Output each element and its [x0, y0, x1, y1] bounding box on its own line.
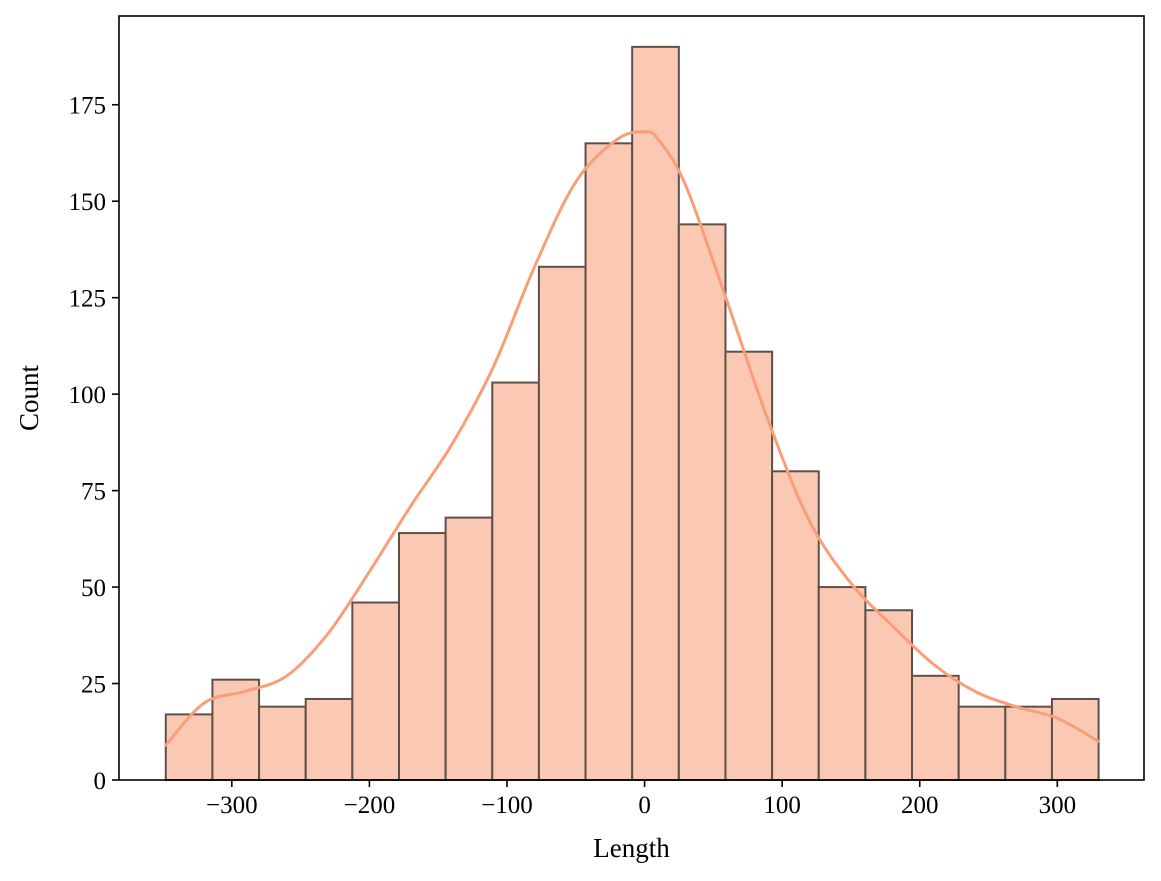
histogram-bar: [911, 674, 960, 781]
histogram-bar: [537, 265, 587, 781]
histogram-bar: [397, 532, 447, 781]
x-tick-label: −200: [344, 792, 396, 819]
histogram-bar: [631, 45, 680, 781]
x-tick-label: −100: [481, 792, 533, 819]
histogram-bar: [491, 381, 540, 781]
axes-frame: [118, 15, 1145, 781]
y-tick-label: 150: [69, 189, 107, 216]
histogram-bar: [957, 705, 1007, 782]
histogram-bar: [864, 609, 914, 781]
histogram-bar: [771, 470, 820, 781]
histogram-bar: [1050, 697, 1100, 782]
histogram-bar: [677, 223, 727, 781]
y-axis-ticks: 0 25 50 75 100 125 150 175: [69, 93, 119, 795]
y-tick-label: 175: [69, 93, 107, 120]
histogram-bar: [164, 713, 214, 782]
x-tick-label: 0: [638, 792, 651, 819]
histogram-bar: [817, 586, 867, 781]
histogram-bar: [351, 601, 400, 782]
histogram-bars: [164, 45, 1100, 782]
x-tick-label: 200: [901, 792, 939, 819]
histogram-bar: [584, 142, 634, 782]
y-tick-label: 0: [94, 768, 107, 795]
y-tick-label: 25: [81, 672, 106, 699]
y-tick-label: 125: [69, 286, 107, 313]
y-tick-label: 100: [69, 382, 107, 409]
x-tick-label: 100: [763, 792, 801, 819]
x-tick-label: −300: [206, 792, 258, 819]
y-tick-label: 50: [81, 575, 106, 602]
histogram-bar: [444, 516, 494, 781]
y-tick-label: 75: [81, 479, 106, 506]
kde-curve: [164, 130, 1101, 747]
histogram-bar: [1004, 705, 1053, 782]
histogram-bar: [258, 705, 307, 782]
x-axis-ticks: −300 −200 −100 0 100 200 300: [206, 780, 1076, 819]
x-tick-label: 300: [1039, 792, 1077, 819]
x-axis-label: Length: [593, 833, 670, 863]
histogram-bar: [304, 697, 354, 782]
y-axis-label: Count: [14, 364, 44, 431]
